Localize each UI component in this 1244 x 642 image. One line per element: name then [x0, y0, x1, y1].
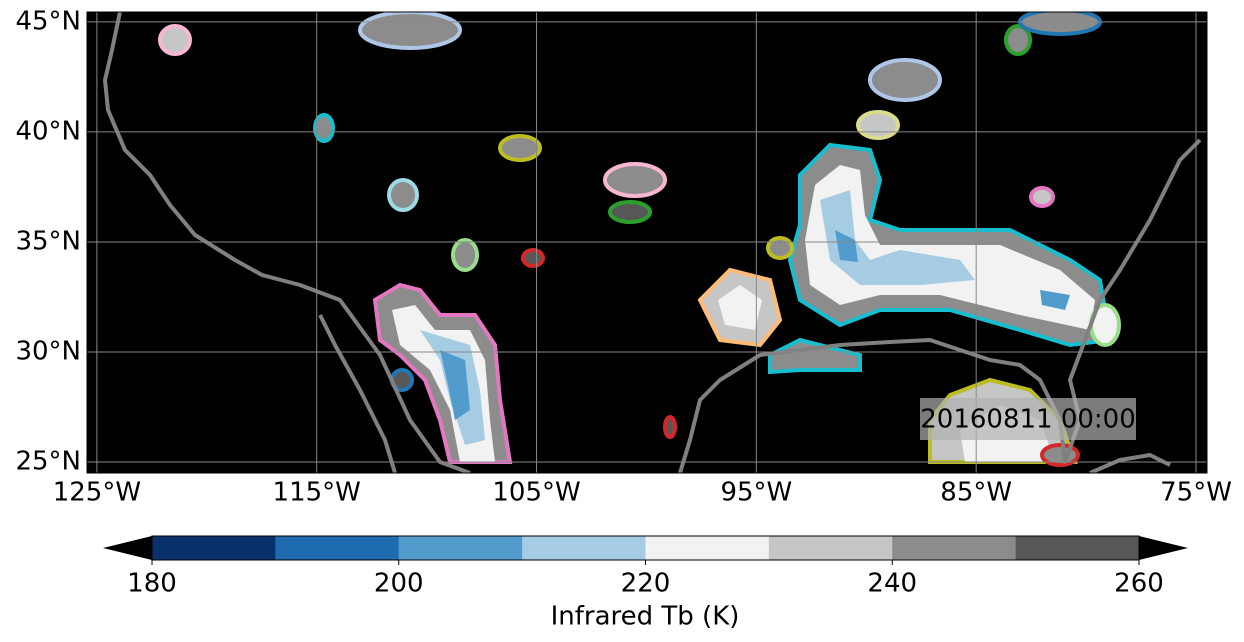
timestamp-box [920, 398, 1136, 440]
storm [440, 350, 470, 420]
storm [387, 178, 419, 212]
x-tick-label: 95°W [720, 478, 792, 508]
storm [1029, 186, 1055, 208]
y-tick-label: 35°N [15, 226, 81, 256]
storm [835, 230, 1070, 310]
colorbar-segment [1015, 536, 1140, 560]
colorbar-tick-label: 240 [867, 569, 917, 599]
colorbar-segment [645, 536, 770, 560]
storm [608, 200, 652, 224]
colorbar-tick-label: 260 [1114, 569, 1164, 599]
colorbar-tick-label: 200 [374, 569, 424, 599]
storm [521, 248, 545, 268]
timestamp: 20160811 00:00 [920, 405, 1136, 435]
storm [313, 113, 335, 143]
storm [498, 134, 542, 162]
storm [856, 110, 900, 140]
colorbar-segment [522, 536, 646, 560]
y-tick-label: 45°N [15, 6, 81, 36]
coastline [103, 12, 471, 473]
colorbar-segment [275, 536, 400, 560]
map-frame [86, 11, 1208, 474]
x-tick-label: 125°W [53, 478, 141, 508]
colorbar-segment [398, 536, 523, 560]
x-tick-label: 105°W [492, 478, 580, 508]
colorbar-tick-label: 220 [621, 569, 671, 599]
storm [603, 162, 667, 198]
x-tick-label: 75°W [1160, 478, 1232, 508]
storm [768, 337, 862, 375]
y-tick-label: 40°N [15, 116, 81, 146]
storm [1004, 24, 1032, 56]
y-tick-label: 25°N [15, 446, 81, 476]
storm [158, 24, 192, 56]
colorbar: 180 200 220 240 260 [103, 535, 1188, 599]
storm [358, 12, 462, 50]
storm [766, 236, 794, 260]
coastline [678, 138, 1202, 473]
storm [805, 165, 1095, 330]
coastline [318, 314, 397, 473]
colorbar-extend-under [103, 536, 152, 560]
coastlines [103, 12, 1202, 473]
storm [820, 190, 975, 285]
storm [451, 238, 479, 272]
storm [718, 285, 762, 330]
colorbar-segment [152, 536, 276, 560]
grid [87, 12, 1207, 473]
ticks: 125°W 115°W 105°W 95°W 85°W 75°W 25°N 30°N 35°N 4… [15, 6, 1231, 507]
colorbar-label: Infrared Tb (K) [551, 602, 740, 632]
colorbar-segment [768, 536, 893, 560]
colorbar-tick-label: 180 [127, 569, 177, 599]
storm [663, 415, 677, 439]
storm [868, 58, 942, 102]
y-tick-label: 30°N [15, 336, 81, 366]
x-tick-label: 85°W [940, 478, 1012, 508]
colorbar-segment [892, 536, 1017, 560]
colorbar-extend-over [1139, 536, 1188, 560]
coastline [1089, 453, 1171, 473]
x-tick-label: 115°W [273, 478, 361, 508]
